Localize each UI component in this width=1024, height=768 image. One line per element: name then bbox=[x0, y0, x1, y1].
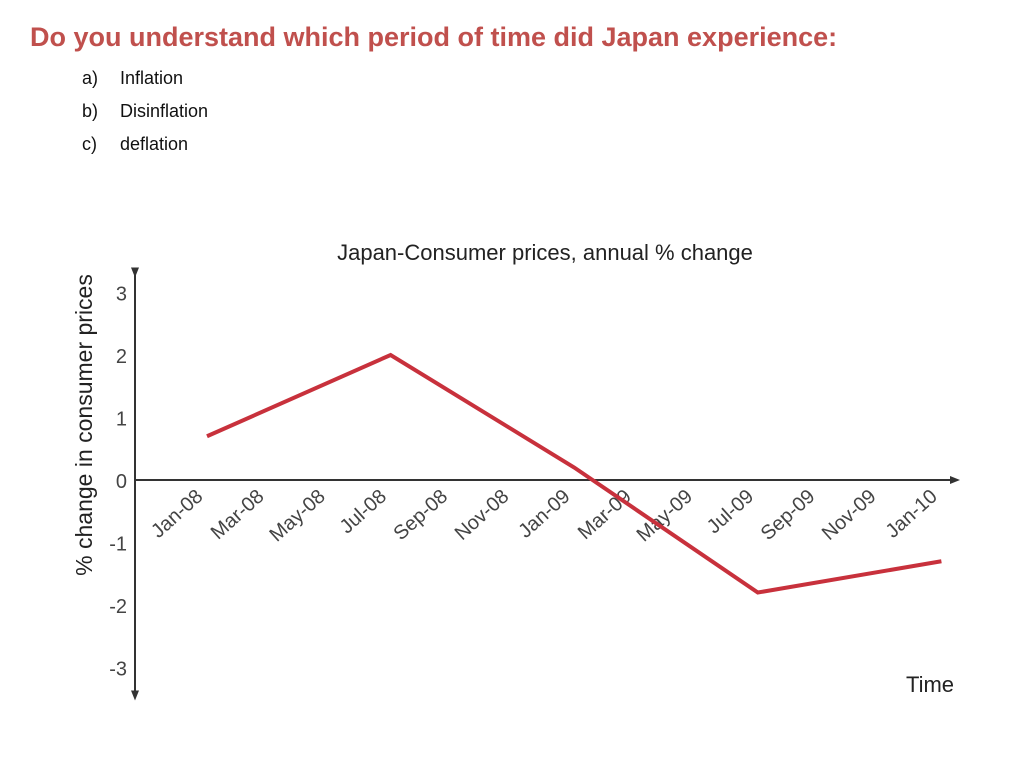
option-c: c) deflation bbox=[82, 132, 208, 165]
y-tick-label: 2 bbox=[116, 346, 127, 368]
x-tick-label: Jan-10 bbox=[882, 485, 942, 542]
x-tick-label: Mar-09 bbox=[574, 485, 636, 544]
y-tick-label: -2 bbox=[109, 596, 127, 618]
x-tick-label: Jan-09 bbox=[514, 485, 574, 542]
option-a-marker: a) bbox=[82, 68, 99, 88]
chart-axes bbox=[131, 267, 960, 701]
option-b-marker: b) bbox=[82, 101, 99, 121]
option-a-label: Inflation bbox=[120, 68, 184, 88]
y-tick-label: 3 bbox=[116, 284, 127, 306]
y-tick-label: 0 bbox=[116, 471, 127, 493]
x-tick-label: Mar-08 bbox=[207, 485, 269, 544]
question-title: Do you understand which period of time d… bbox=[30, 22, 838, 52]
x-tick-label: Jul-08 bbox=[336, 485, 391, 538]
series-line bbox=[206, 352, 942, 595]
y-tick-label: -1 bbox=[109, 534, 127, 556]
option-c-label: deflation bbox=[120, 134, 189, 154]
y-tick-labels: 3 2 1 0 -1 -2 -3 bbox=[109, 284, 127, 681]
y-tick-label: 1 bbox=[116, 409, 127, 431]
x-tick-label: Jul-09 bbox=[703, 485, 758, 538]
x-tick-label: Nov-08 bbox=[451, 485, 514, 544]
x-tick-label: May-08 bbox=[265, 485, 329, 546]
option-b: b) Disinflation bbox=[82, 99, 208, 132]
chart-title: Japan-Consumer prices, annual % change bbox=[337, 240, 753, 265]
x-axis-label: Time bbox=[906, 672, 954, 697]
option-c-marker: c) bbox=[82, 134, 97, 154]
x-tick-label: Jan-08 bbox=[147, 485, 207, 542]
x-tick-label: Nov-09 bbox=[818, 485, 881, 544]
y-axis-label: % change in consumer prices bbox=[71, 274, 97, 576]
answer-options: a) Inflation b) Disinflation c) deflatio… bbox=[82, 66, 208, 165]
series-group bbox=[206, 352, 942, 595]
option-b-label: Disinflation bbox=[120, 101, 209, 121]
x-tick-label: Sep-09 bbox=[757, 485, 820, 545]
x-tick-label: Sep-08 bbox=[389, 485, 452, 545]
option-a: a) Inflation bbox=[82, 66, 208, 99]
y-tick-label: -3 bbox=[109, 659, 127, 681]
